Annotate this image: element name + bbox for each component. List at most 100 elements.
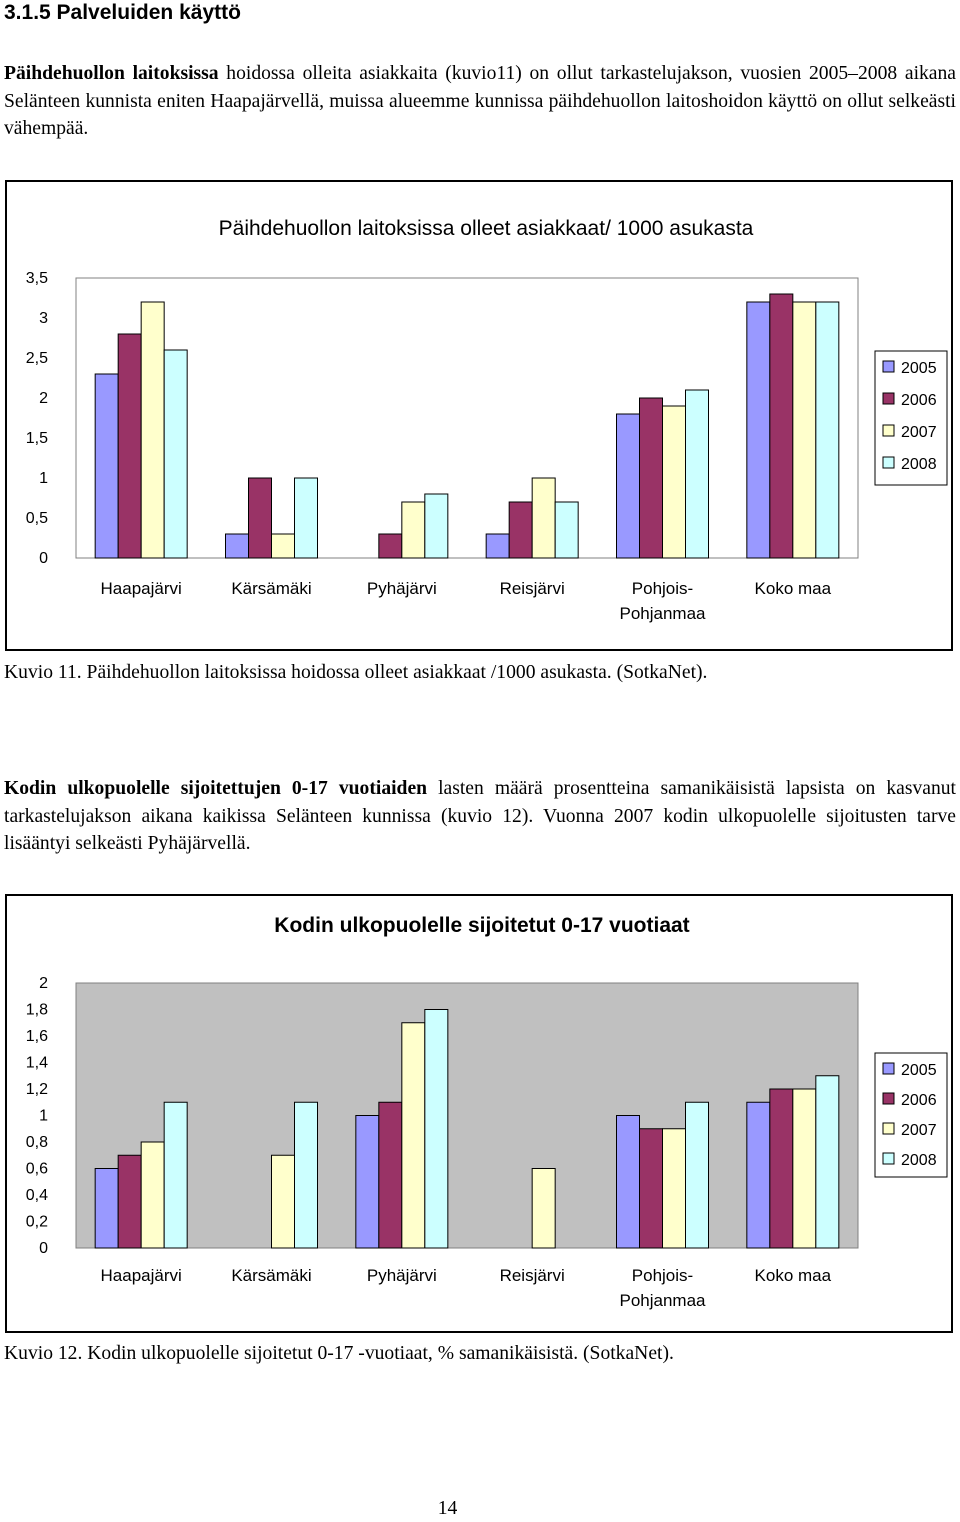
bar-2008: [815, 301, 840, 559]
plot-area: [75, 982, 859, 1249]
bar-2006: [117, 1154, 142, 1249]
paragraph-substance-abuse: Päihdehuollon laitoksissa hoidossa ollei…: [4, 60, 956, 143]
bar-2008: [294, 477, 318, 559]
x-category-label: Koko maa: [755, 579, 832, 598]
legend-swatch: [882, 1152, 895, 1165]
legend-label: 2005: [901, 360, 937, 377]
x-category-label: Pohjois-: [632, 1266, 693, 1285]
plot-area: [75, 277, 859, 559]
section-heading: 3.1.5 Palveluiden käyttö: [4, 1, 241, 24]
bar-2008: [424, 493, 449, 559]
bar-2007: [271, 533, 295, 559]
bar-2006: [508, 501, 533, 559]
chart-title: Päihdehuollon laitoksissa olleet asiakka…: [219, 217, 754, 240]
page-number: 14: [437, 1498, 458, 1519]
bar-2006: [769, 1088, 794, 1249]
bar-2006: [769, 293, 794, 559]
y-tick-label: 1,5: [26, 430, 48, 447]
x-category-label: Pohjois-: [632, 579, 693, 598]
legend-label: 2008: [901, 1152, 937, 1169]
x-category-label: Pyhäjärvi: [367, 1266, 437, 1285]
bar-2007: [401, 501, 426, 559]
y-tick-label: 0,8: [26, 1134, 48, 1151]
x-category-label: Pohjanmaa: [619, 604, 706, 623]
bar-2005: [616, 1115, 640, 1249]
figure-caption-12: Kuvio 12. Kodin ulkopuolelle sijoitetut …: [4, 1343, 674, 1364]
paragraph-body: hoidossa olleita asiakkaita (kuvio11) on…: [4, 63, 956, 139]
figure-caption-11: Kuvio 11. Päihdehuollon laitoksissa hoid…: [4, 662, 708, 683]
legend-swatch: [882, 456, 895, 469]
x-category-label: Reisjärvi: [500, 1266, 565, 1285]
chart-foster-placement: Kodin ulkopuolelle sijoitetut 0-17 vuoti…: [26, 914, 948, 1310]
bar-2007: [792, 1088, 817, 1249]
bar-2005: [94, 1168, 119, 1249]
bar-2005: [746, 1101, 771, 1249]
legend-swatch: [882, 360, 895, 373]
legend-label: 2006: [901, 392, 937, 409]
bar-2008: [424, 1009, 449, 1249]
y-tick-label: 2: [39, 390, 48, 407]
chart-substance-abuse: Päihdehuollon laitoksissa olleet asiakka…: [26, 217, 948, 623]
y-tick-label: 0,4: [26, 1187, 48, 1204]
legend-label: 2005: [901, 1062, 937, 1079]
x-category-label: Reisjärvi: [500, 579, 565, 598]
bar-2008: [294, 1101, 318, 1249]
bar-2005: [94, 373, 119, 559]
legend-label: 2006: [901, 1092, 937, 1109]
y-tick-label: 0,2: [26, 1214, 48, 1231]
bar-2006: [248, 477, 272, 559]
legend-swatch: [882, 1122, 895, 1135]
bar-2005: [485, 533, 510, 559]
x-category-label: Pohjanmaa: [619, 1291, 706, 1310]
bar-2005: [616, 413, 640, 559]
bar-2005: [355, 1115, 380, 1249]
legend-label: 2008: [901, 456, 937, 473]
legend-swatch: [882, 1062, 895, 1075]
y-tick-label: 1,4: [26, 1055, 48, 1072]
x-category-label: Koko maa: [755, 1266, 832, 1285]
bar-2006: [639, 397, 663, 559]
paragraph-lead: Päihdehuollon laitoksissa: [4, 63, 219, 84]
bar-2006: [378, 533, 403, 559]
legend-swatch: [882, 392, 895, 405]
bar-2007: [662, 405, 686, 559]
x-category-label: Kärsämäki: [231, 1266, 311, 1285]
y-tick-label: 1,8: [26, 1002, 48, 1019]
bar-2005: [225, 533, 249, 559]
bar-2007: [140, 301, 165, 559]
y-tick-label: 1,6: [26, 1028, 48, 1045]
y-tick-label: 3,5: [26, 270, 48, 287]
bar-2005: [746, 301, 771, 559]
legend-label: 2007: [901, 424, 937, 441]
bar-2008: [163, 1101, 188, 1249]
x-category-label: Kärsämäki: [231, 579, 311, 598]
bar-2006: [639, 1128, 663, 1249]
bar-2007: [140, 1141, 165, 1249]
bar-2006: [117, 333, 142, 559]
legend-swatch: [882, 1092, 895, 1105]
x-category-label: Haapajärvi: [101, 579, 182, 598]
bar-2007: [401, 1022, 426, 1249]
y-tick-label: 0: [39, 1240, 48, 1257]
paragraph-foster-placement: Kodin ulkopuolelle sijoitettujen 0-17 vu…: [4, 775, 956, 858]
y-tick-label: 1: [39, 1108, 48, 1125]
paragraph-lead: Kodin ulkopuolelle sijoitettujen 0-17 vu…: [4, 778, 428, 799]
bar-2008: [554, 501, 579, 559]
x-category-label: Pyhäjärvi: [367, 579, 437, 598]
chart-title: Kodin ulkopuolelle sijoitetut 0-17 vuoti…: [274, 914, 689, 937]
y-tick-label: 0,6: [26, 1161, 48, 1178]
y-tick-label: 1: [39, 470, 48, 487]
paragraph-body: lasten määrä prosentteina samanikäisistä…: [4, 778, 956, 854]
bar-2007: [531, 1168, 556, 1249]
y-tick-label: 2,5: [26, 350, 48, 367]
legend-label: 2007: [901, 1122, 937, 1139]
legend-swatch: [882, 424, 895, 437]
y-tick-label: 3: [39, 310, 48, 327]
bar-2007: [531, 477, 556, 559]
bar-2008: [685, 1101, 709, 1249]
x-category-label: Haapajärvi: [101, 1266, 182, 1285]
bar-2007: [271, 1154, 295, 1249]
bar-2008: [163, 349, 188, 559]
bar-2007: [662, 1128, 686, 1249]
y-tick-label: 1,2: [26, 1081, 48, 1098]
